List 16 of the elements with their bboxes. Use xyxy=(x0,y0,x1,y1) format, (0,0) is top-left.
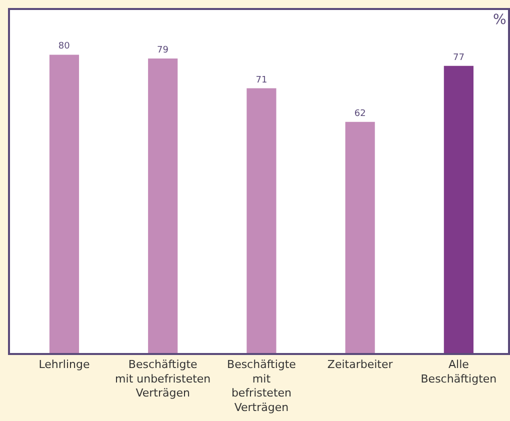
data-label: 71 xyxy=(256,75,268,86)
x-tick-label: Beschäftigte mit unbefristeten Verträgen xyxy=(115,358,211,400)
y-axis-title: % xyxy=(493,12,506,28)
data-label: 79 xyxy=(156,45,169,56)
bar xyxy=(49,54,80,353)
bar xyxy=(246,88,276,353)
data-label: 77 xyxy=(452,52,464,63)
data-label: 62 xyxy=(354,108,366,119)
x-tick-label: Beschäftigte mit befristeten Verträgen xyxy=(227,358,296,414)
bar xyxy=(444,66,474,353)
x-tick-label: Zeitarbeiter xyxy=(327,358,394,371)
x-tick-label: Alle Beschäftigten xyxy=(420,358,497,386)
x-tick-label: Lehrlinge xyxy=(38,358,90,371)
bar xyxy=(148,58,178,353)
bar xyxy=(345,122,375,353)
data-label: 80 xyxy=(58,42,70,52)
